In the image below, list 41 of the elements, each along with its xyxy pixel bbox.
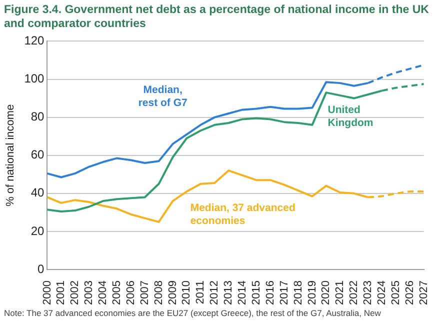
x-tick-label: 2000 [41, 280, 54, 306]
x-tick-label: 2006 [124, 280, 137, 306]
x-tick-label: 2019 [306, 280, 318, 306]
x-tick-label: 2002 [69, 280, 82, 306]
text: Note: The 37 advanced economies are the EU27 (except Greece), the rest of the G7, Australia, New [4, 308, 382, 318]
series-label: United Kingdom [328, 104, 374, 129]
y-axis-title: % of national income [4, 104, 17, 206]
x-tick-label: 2014 [236, 280, 249, 306]
x-tick-label: 2025 [390, 280, 402, 306]
series-label: Median, 37 advanced economies [190, 202, 296, 228]
y-tick-label: 60 [30, 148, 45, 162]
x-tick-label: 2013 [222, 280, 235, 306]
x-tick-label: 2007 [138, 280, 151, 306]
x-tick-label: 2026 [404, 280, 416, 306]
x-tick-label: 2004 [97, 280, 110, 306]
x-tick-label: 2020 [320, 280, 332, 306]
y-tick-label: 0 [38, 262, 45, 276]
x-tick-label: 2012 [208, 280, 221, 306]
y-tick-label: 80 [30, 110, 45, 124]
x-tick-label: 2021 [334, 280, 346, 306]
x-tick-label: 2018 [292, 280, 304, 306]
y-tick-label: 100 [24, 72, 45, 86]
x-tick-label: 2027 [418, 280, 430, 306]
x-tick-label: 2016 [264, 280, 276, 306]
x-tick-label: 2022 [348, 280, 360, 306]
x-tick-label: 2023 [362, 280, 374, 306]
y-tick-label: 40 [30, 186, 45, 200]
x-tick-label: 2009 [166, 280, 179, 306]
x-tick-label: 2003 [83, 280, 96, 306]
series-label: Median, rest of G7 [138, 84, 188, 110]
x-tick-label: 2011 [194, 280, 207, 304]
x-tick-label: 2024 [376, 280, 388, 306]
x-tick-label: 2008 [152, 280, 165, 306]
chart-title: Figure 3.4. Government net debt as a percentage of national income in the UK and comparator countries [3, 3, 430, 31]
x-tick-label: 2005 [110, 280, 123, 306]
x-tick-label: 2015 [250, 280, 262, 306]
x-tick-label: 2001 [55, 280, 68, 306]
x-tick-label: 2017 [278, 280, 290, 306]
x-tick-label: 2010 [180, 280, 193, 306]
y-tick-label: 20 [30, 224, 45, 238]
y-tick-label: 120 [24, 34, 45, 48]
